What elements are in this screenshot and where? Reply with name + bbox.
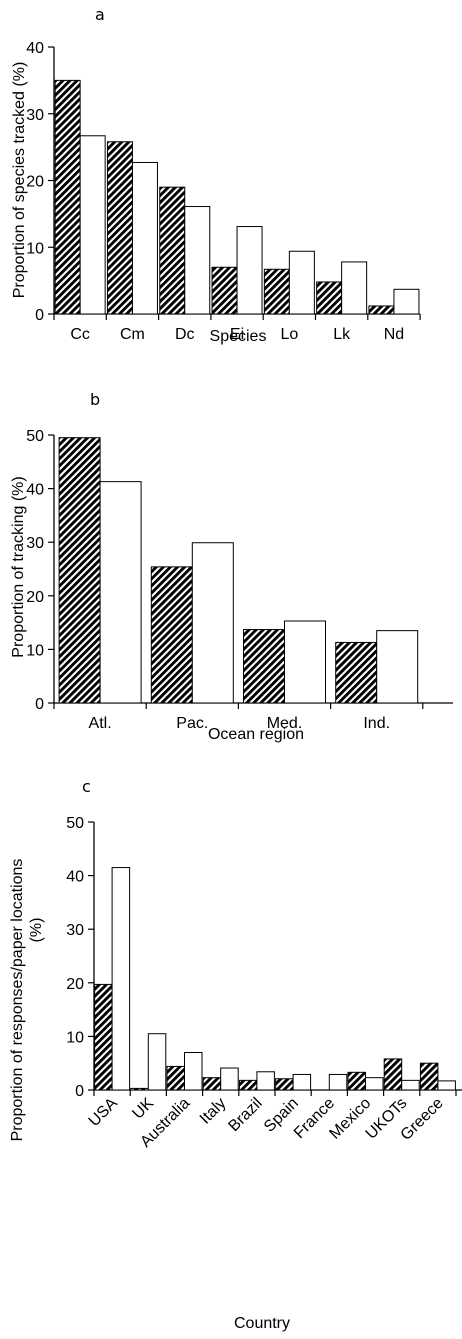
bar-open-greece [437,1080,456,1091]
panel-a-x-axis-title: Species [210,328,267,345]
y-tick-label: 40 [26,40,44,57]
bar-open-pac [191,542,234,704]
y-tick-label: 20 [26,589,44,606]
bar-hatched-brazil [238,1079,258,1091]
panel-c-chart: c Proportion of responses/paper location… [9,777,462,1332]
y-tick-label: 30 [66,922,84,939]
bar-open-ukots [401,1079,420,1091]
bar-hatched-uk [130,1087,149,1091]
bar-hatched-med [243,629,285,704]
panel-b-chart: b Proportion of tracking (%) Ocean regio… [10,390,453,743]
bar-open-usa [111,867,131,1091]
y-tick-label: 50 [26,428,44,445]
bar-hatched-cc [54,79,81,315]
bar-hatched-usa [94,983,113,1091]
y-tick-label: 0 [35,307,44,324]
x-tick-label: Med. [267,715,303,732]
panel-b-letter: b [90,390,100,409]
x-tick-label: Cm [120,326,145,343]
bar-hatched-nd [368,305,395,315]
bar-open-nd [393,288,420,315]
x-tick-label: Pac. [176,715,208,732]
bar-hatched-mexico [347,1071,366,1091]
bar-open-ei [236,226,263,315]
panel-a-y-axis-title: Proportion of species tracked (%) [11,62,28,299]
x-tick-label: USA [86,1095,122,1131]
x-tick-label: Lo [280,326,298,343]
bar-open-dc [184,206,211,315]
panel-a-plot-area: 0 10 20 30 40 Cc Cm Dc Ei Lo Lk Nd [26,40,421,343]
bar-open-spain [292,1073,312,1091]
x-tick-label: Ind. [363,715,390,732]
panel-b-x-axis-title: Ocean region [208,726,304,743]
y-tick-label: 0 [35,696,44,713]
panel-c-y-axis-title-line-2: (%) [28,918,45,943]
y-tick-label: 40 [66,869,84,886]
y-tick-label: 20 [66,976,84,993]
x-tick-label: Lk [333,326,351,343]
bar-open-lk [341,261,368,315]
bar-hatched-lk [316,281,343,315]
y-tick-label: 0 [75,1083,84,1100]
bar-hatched-australia [166,1065,185,1091]
bar-open-cm [131,161,158,315]
x-tick-label: Nd [384,326,404,343]
panel-c-letter: c [82,777,91,796]
x-tick-label: Brazil [225,1095,265,1135]
bar-hatched-lo [263,268,290,315]
bar-open-italy [220,1067,239,1091]
y-tick-label: 20 [26,174,44,191]
panel-a-chart: a Proportion of species tracked (%) Spec… [11,5,421,345]
bar-hatched-ind [335,641,378,704]
bar-hatched-pac [150,566,193,704]
bar-hatched-ei [211,266,238,315]
bar-open-lo [288,250,315,315]
y-tick-label: 10 [66,1029,84,1046]
bar-open-ind [376,630,419,704]
bar-hatched-atl [58,437,101,704]
panel-c-x-axis-title: Country [234,1315,290,1332]
y-tick-label: 10 [26,240,44,257]
x-tick-label: Ei [230,326,244,343]
y-tick-label: 30 [26,107,44,124]
bar-hatched-cm [106,141,133,315]
bar-hatched-spain [275,1078,294,1091]
panel-b-plot-area: 0 10 20 30 40 50 Atl. Pac. Med. Ind. [26,428,453,732]
bar-open-brazil [256,1071,275,1091]
bar-open-mexico [365,1077,384,1091]
panel-c-y-axis-title-line-1: Proportion of responses/paper locations [9,859,26,1142]
y-tick-label: 10 [26,642,44,659]
bar-open-med [284,620,326,704]
bar-open-atl [99,481,142,704]
bar-open-australia [184,1051,203,1091]
y-tick-label: 30 [26,535,44,552]
x-tick-label: Dc [175,326,195,343]
panel-a-letter: a [95,5,105,24]
bar-hatched-ukots [383,1058,403,1091]
x-tick-label: Cc [70,326,90,343]
bar-hatched-dc [159,186,186,315]
x-tick-label: UK [129,1095,157,1123]
x-tick-label: Atl. [89,715,112,732]
y-tick-label: 40 [26,482,44,499]
bar-hatched-italy [202,1077,222,1091]
bar-open-uk [147,1033,167,1091]
y-tick-label: 50 [66,815,84,832]
bar-open-cc [79,135,106,315]
bar-open-france [328,1073,348,1091]
panel-b-y-axis-title: Proportion of tracking (%) [10,476,27,657]
bar-hatched-greece [419,1062,439,1091]
